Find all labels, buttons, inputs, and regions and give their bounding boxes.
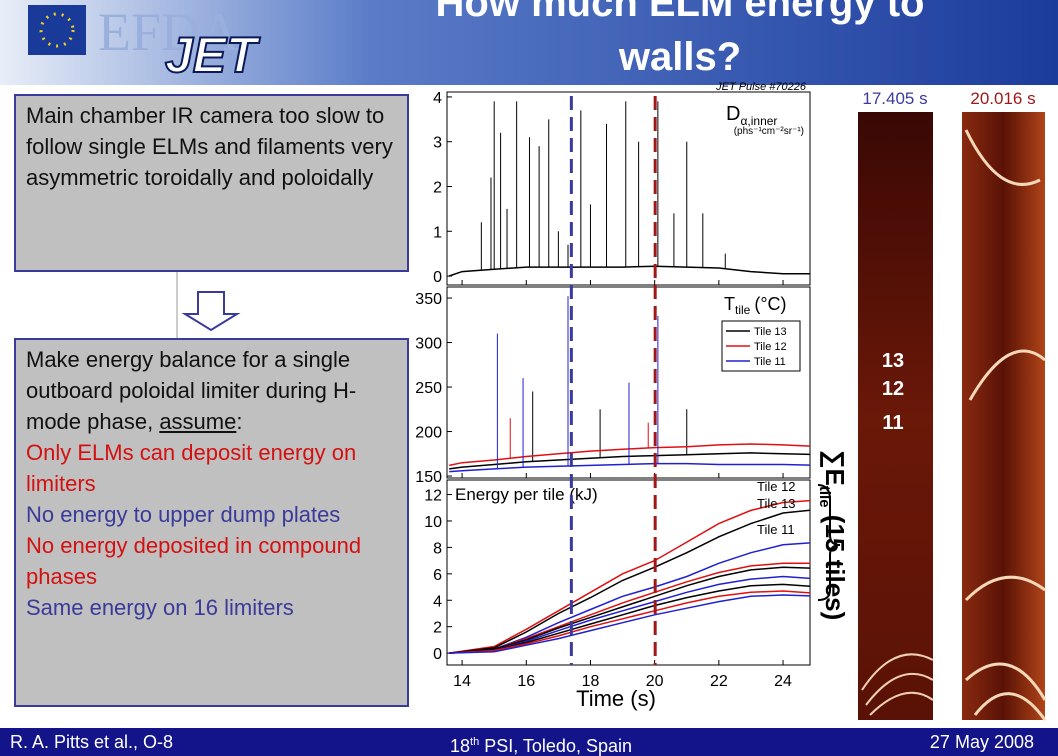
- ir-image-1: [858, 112, 933, 720]
- y-tick-label: 200: [415, 425, 442, 442]
- y-tick-label: 300: [415, 336, 442, 353]
- pulse-label: JET Pulse #70226: [715, 81, 807, 93]
- y-tick-label: 3: [433, 135, 442, 152]
- series-line: [448, 265, 810, 277]
- y-tick-label: 350: [415, 291, 442, 308]
- y-tick-label: 2: [433, 179, 442, 196]
- plot-series: [448, 101, 810, 277]
- time-marker-label: 17.405 s: [862, 89, 927, 108]
- y-tick-label: 2: [433, 620, 442, 637]
- footer-left: R. A. Pitts et al., O-8: [10, 732, 174, 752]
- series-line: [449, 462, 810, 473]
- assumption-list: Only ELMs can deposit energy on limiters…: [26, 437, 397, 623]
- series-line: [449, 594, 810, 654]
- slide-title: How much ELM energy to walls?: [435, 0, 925, 79]
- ir-image-2-glow: [964, 129, 1047, 721]
- series-line: [449, 575, 810, 654]
- assumption: No energy deposited in compound phases: [26, 533, 362, 589]
- x-axis-label: Time (s): [576, 686, 656, 711]
- box2-tail: :: [236, 409, 243, 434]
- panel1-units: (phs⁻¹cm⁻²sr⁻¹): [734, 126, 804, 137]
- x-tick-label: 16: [517, 673, 535, 690]
- y-tick-label: 10: [424, 514, 442, 531]
- series-line: [449, 509, 810, 654]
- box1-text: Main chamber IR camera too slow to follo…: [26, 103, 393, 190]
- header-band: [0, 0, 1058, 85]
- series-line: [449, 452, 810, 470]
- y-tick-label: 4: [433, 90, 442, 107]
- footer-right: 27 May 2008: [929, 732, 1034, 752]
- panel2-label: Ttile (°C): [724, 294, 787, 317]
- plot-frame: [446, 479, 811, 666]
- sum-label: ∑Etile (15 tiles): [816, 450, 850, 620]
- plot-series: [449, 296, 810, 473]
- x-tick-label: 14: [453, 673, 471, 690]
- tile-label: 13: [882, 350, 904, 372]
- footer-rest: PSI, Toledo, Spain: [479, 736, 632, 756]
- x-tick-label: 24: [774, 673, 792, 690]
- text-box-2: Make energy balance for a single outboar…: [14, 338, 409, 707]
- y-tick-label: 250: [415, 380, 442, 397]
- tile-label: 11: [882, 412, 903, 434]
- sum-symbol: ∑E: [820, 450, 850, 486]
- series-label: Tile 13: [757, 496, 796, 511]
- series-line: [449, 499, 810, 654]
- subscript: α,inner: [740, 114, 777, 128]
- series-line: [449, 443, 810, 467]
- ir-image-2: [962, 112, 1045, 720]
- y-tick-label: 0: [433, 269, 442, 286]
- x-tick-label: 18: [582, 673, 600, 690]
- series-label: Tile 12: [757, 479, 796, 494]
- legend-label: Tile 11: [754, 356, 786, 368]
- y-tick-label: 12: [424, 488, 442, 505]
- symbol: D: [726, 103, 740, 125]
- assumption: Only ELMs can deposit energy on limiters: [26, 440, 357, 496]
- y-tick-label: 6: [433, 567, 442, 584]
- tile-label: 12: [882, 378, 904, 400]
- sum-sub: tile: [816, 486, 833, 508]
- logo-jet: JET: [165, 27, 261, 83]
- box2-intro: Make energy balance for a single outboar…: [26, 347, 357, 434]
- series-line: [449, 542, 810, 654]
- y-tick-label: 1: [433, 224, 442, 241]
- y-tick-label: 4: [433, 593, 442, 610]
- text-box-1: Main chamber IR camera too slow to follo…: [14, 94, 409, 272]
- logo-efda: EFDA: [98, 2, 239, 62]
- brace: [817, 484, 841, 601]
- eu-stars: [39, 12, 75, 48]
- time-marker-label: 20.016 s: [970, 89, 1035, 108]
- box2-emphasis: assume: [159, 409, 237, 434]
- legend-label: Tile 13: [754, 326, 787, 338]
- series-line: [449, 583, 810, 654]
- x-tick-label: 22: [710, 673, 728, 690]
- y-tick-label: 150: [415, 469, 442, 486]
- x-tick-label: 20: [646, 673, 664, 690]
- y-tick-label: 0: [433, 646, 442, 663]
- series-line: [449, 566, 810, 654]
- footer-sup: th: [470, 736, 480, 748]
- down-arrow: [181, 291, 241, 332]
- panel1-label: Dα,inner: [726, 103, 777, 128]
- series-line: [449, 562, 810, 654]
- series-line: [449, 590, 810, 654]
- subscript: tile: [735, 303, 751, 317]
- sum-rest: (15 tiles): [820, 508, 850, 621]
- symbol: T: [724, 294, 735, 314]
- series-label: Tile 11: [757, 522, 795, 537]
- footer-num: 18: [450, 736, 471, 756]
- assumption: Same energy on 16 limiters: [26, 595, 294, 620]
- units: (°C): [754, 294, 786, 314]
- ir-image-1-glow: [861, 653, 934, 716]
- panel3-title: Energy per tile (kJ): [455, 485, 598, 504]
- assumption: No energy to upper dump plates: [26, 502, 341, 527]
- plot-series: [449, 499, 810, 654]
- y-tick-label: 8: [433, 540, 442, 557]
- footer-center: 18th PSI, Toledo, Spain: [450, 728, 632, 756]
- legend-label: Tile 12: [754, 341, 787, 353]
- footer: R. A. Pitts et al., O-8 18th PSI, Toledo…: [0, 728, 1058, 756]
